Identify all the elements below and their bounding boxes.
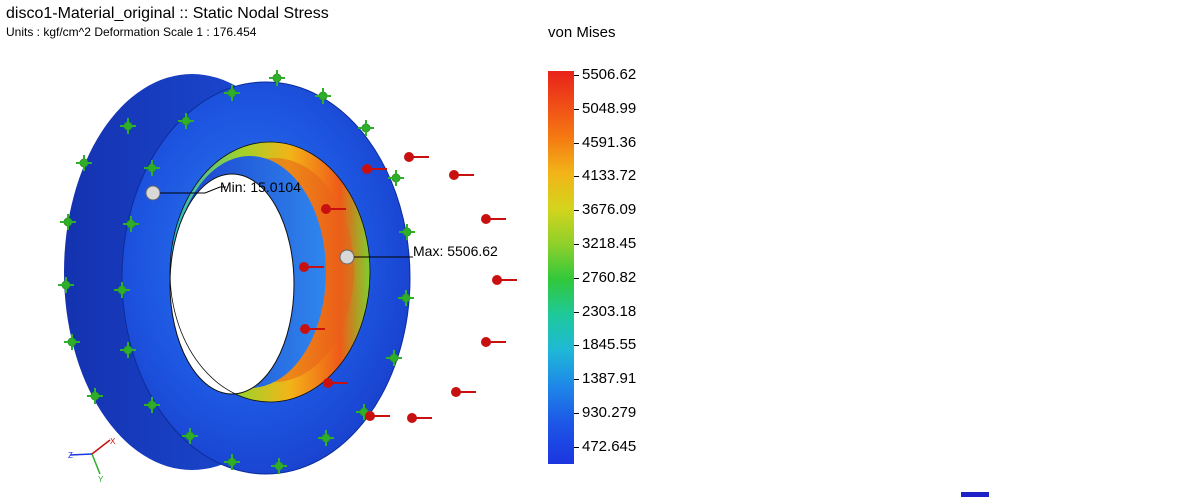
z-axis-line (69, 453, 93, 456)
legend-tick-mark (574, 311, 579, 313)
fixture-icon (144, 397, 160, 413)
fixture-icon (388, 170, 404, 186)
load-arrow-icon (492, 275, 517, 285)
fixture-icon (358, 120, 374, 136)
fixture-icon (60, 214, 76, 230)
legend-tick-mark (574, 142, 579, 144)
max-label: Max: 5506.62 (413, 243, 498, 259)
load-arrow-icon (362, 164, 387, 174)
legend-tick-mark (574, 446, 579, 448)
min-marker[interactable] (145, 185, 161, 201)
load-arrow-icon (481, 337, 506, 347)
legend-tick-label: 5048.99 (582, 99, 637, 117)
fixture-icon (76, 155, 92, 171)
fixture-icon (120, 342, 136, 358)
fixture-icon (123, 216, 139, 232)
load-arrow-icon (323, 378, 348, 388)
fixture-icon (178, 113, 194, 129)
fixture-icon (144, 160, 160, 176)
y-axis-label: Y (98, 475, 104, 484)
fixture-icon (58, 277, 74, 293)
x-axis-label: X (110, 437, 116, 446)
fixture-icon (64, 334, 80, 350)
load-arrow-icon (481, 214, 506, 224)
legend-tick-label: 2760.82 (582, 268, 637, 286)
x-axis-line (91, 439, 111, 455)
load-arrow-icon (321, 204, 346, 214)
fixture-icon (87, 388, 103, 404)
load-arrows (299, 152, 517, 423)
fixture-icon (398, 290, 414, 306)
fixture-icon (182, 428, 198, 444)
fixtures (58, 70, 415, 474)
plot-title: disco1-Material_original :: Static Nodal… (6, 5, 329, 22)
legend-tick-mark (574, 75, 579, 76)
legend-tick-label: 4133.72 (582, 167, 637, 185)
load-arrow-icon (451, 387, 476, 397)
load-arrow-icon (299, 262, 324, 272)
legend-tick-label: 5506.62 (582, 66, 637, 83)
fixture-icon (224, 85, 240, 101)
load-arrow-icon (365, 411, 390, 421)
legend-tick-mark (574, 345, 579, 347)
fixture-icon (386, 350, 402, 366)
model-viewport[interactable]: Min: 15.0104 Max: 5506.62 X Y Z (0, 0, 540, 497)
legend-tick-label: 3676.09 (582, 201, 637, 219)
status-indicator (961, 492, 989, 497)
legend-tick-label: 1387.91 (582, 370, 637, 388)
max-probe[interactable]: Max: 5506.62 (339, 243, 498, 265)
band-edge (169, 141, 371, 403)
legend-tick-label: 2303.18 (582, 302, 637, 320)
legend-tick-mark (574, 413, 579, 414)
load-arrow-icon (300, 324, 325, 334)
fixture-icon (315, 88, 331, 104)
legend-tick-mark (574, 277, 579, 279)
fixture-icon (224, 454, 240, 470)
min-label: Min: 15.0104 (220, 179, 301, 195)
max-marker[interactable] (339, 249, 355, 265)
load-arrow-icon (404, 152, 429, 162)
color-scale-bar (548, 71, 574, 464)
legend-tick-label: 1845.55 (582, 336, 637, 354)
legend-tick-mark (574, 379, 579, 381)
load-arrow-icon (449, 170, 474, 180)
min-leader-line (160, 186, 226, 194)
fixture-icon (269, 70, 285, 86)
load-arrow-icon (407, 413, 432, 423)
fixture-icon (399, 224, 415, 240)
bore-hole (170, 174, 294, 394)
legend-tick-mark (574, 176, 579, 178)
y-axis-line (91, 453, 101, 475)
disc-face-edge (121, 81, 411, 475)
fixture-icon (114, 282, 130, 298)
legend-tick-mark (574, 244, 579, 245)
legend-tick-label: 4591.36 (582, 133, 637, 151)
fixture-icon (271, 458, 287, 474)
z-axis-label: Z (68, 451, 73, 460)
fixture-icon (120, 118, 136, 134)
bore-edge (169, 173, 295, 395)
disc-model (64, 74, 411, 475)
legend-tick-label: 3218.45 (582, 235, 637, 252)
plot-subtitle: Units : kgf/cm^2 Deformation Scale 1 : 1… (6, 25, 257, 39)
legend-title: von Mises (548, 24, 616, 41)
legend-tick-mark (574, 108, 579, 110)
legend-tick-mark (574, 210, 579, 212)
axis-triad: X Y Z (68, 437, 116, 484)
legend-tick-label: 472.645 (582, 437, 637, 455)
legend-tick-label: 930.279 (582, 404, 637, 421)
min-probe[interactable]: Min: 15.0104 (145, 179, 301, 201)
fixture-icon (318, 430, 334, 446)
